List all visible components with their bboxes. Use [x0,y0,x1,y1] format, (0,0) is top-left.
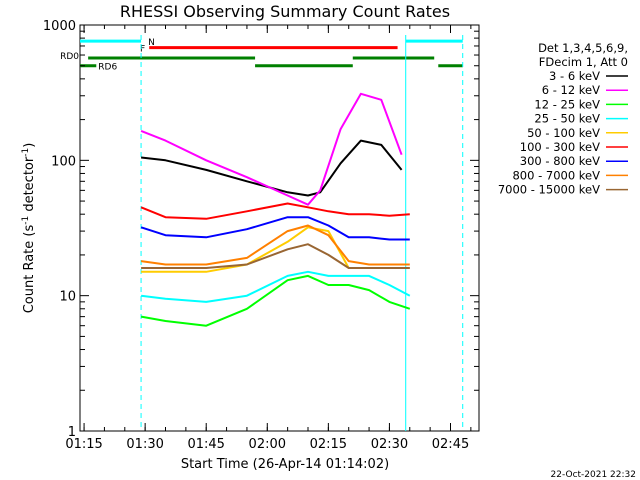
y-axis-label-end: ) [22,143,37,148]
x-axis-label: Start Time (26-Apr-14 01:14:02) [181,457,389,472]
y-tick-label: 10 [59,290,76,305]
x-tick-label: 02:00 [249,437,286,452]
chart-title: RHESSI Observing Summary Count Rates [120,2,450,21]
vertical-markers [140,35,464,431]
y-axis-label: Count Rate (s-1 detector-1) [21,143,37,314]
x-axis: 01:15 01:30 01:45 02:00 02:15 02:30 02:45 [65,25,472,452]
legend-label: 300 - 800 keV [520,154,600,168]
flag-bars: NF RD0 RD6 [60,38,463,73]
y-axis: 1 10 100 1000 [43,19,479,440]
timestamp: 22-Oct-2021 22:32 [551,470,636,480]
legend-label: 3 - 6 keV [549,69,600,83]
series-line-800-7000-kev [140,224,410,266]
flag-label-rd6: RD6 [98,63,117,73]
x-tick-label: 01:15 [65,437,102,452]
legend-label: 7000 - 15000 keV [498,183,600,197]
x-tick-label: 02:30 [371,437,408,452]
series-line-300-800-kev [140,216,410,241]
x-tick-label: 01:45 [187,437,224,452]
y-tick-label: 1 [68,425,76,440]
y-axis-label-sup2: -1 [21,148,31,157]
y-axis-label-sup1: -1 [21,216,31,225]
series-layer [140,92,411,327]
legend: Det 1,3,4,5,6,9, FDecim 1, Att 0 3 - 6 k… [498,41,628,197]
legend-label: 100 - 300 keV [520,140,600,154]
series-line-6-12-kev [140,92,403,206]
y-tick-label: 1000 [43,19,76,34]
legend-label: 50 - 100 keV [527,126,600,140]
x-tick-label: 02:45 [432,437,469,452]
legend-header-line-1: Det 1,3,4,5,6,9, [538,41,628,55]
legend-header-line-2: FDecim 1, Att 0 [539,55,628,69]
series-line-3-6-kev [140,139,403,197]
flag-label-n: N [148,38,155,48]
series-line-12-25-kev [140,274,411,327]
series-line-100-300-kev [140,202,410,220]
y-axis-label-mid: detector [22,156,37,216]
series-line-7000-15000-kev [141,243,410,269]
x-tick-label: 01:30 [126,437,163,452]
x-tick-label: 02:15 [310,437,347,452]
legend-label: 25 - 50 keV [534,112,600,126]
plot-frame [79,24,480,432]
flag-label-rd0: RD0 [60,52,79,62]
series-line-25-50-kev [140,270,411,303]
plot-area: NF RD0 RD6 [60,24,480,432]
legend-label: 12 - 25 keV [534,97,600,111]
flag-label-f: F [140,45,145,55]
y-axis-label-main: Count Rate (s [22,225,37,314]
legend-label: 6 - 12 keV [542,83,600,97]
legend-label: 800 - 7000 keV [512,168,600,182]
y-tick-label: 100 [51,154,76,169]
